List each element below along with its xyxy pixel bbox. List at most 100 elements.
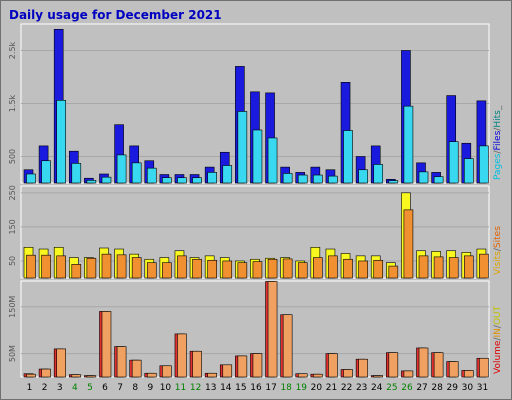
bar-out <box>146 372 157 378</box>
x-tick-label: 26 <box>401 383 413 393</box>
y-tick-label: 1.5k <box>8 94 17 112</box>
x-tick-label: 18 <box>280 383 292 393</box>
legend-entry: Volume <box>493 340 503 374</box>
legend-entry: / <box>493 337 503 341</box>
bar-pages <box>146 167 157 184</box>
bar-out <box>56 348 66 378</box>
bar-pages <box>448 141 459 184</box>
bar-pages <box>297 174 308 184</box>
y-tick-label: 150M <box>8 296 17 318</box>
x-tick-label: 22 <box>341 383 352 393</box>
bar-out <box>207 372 217 378</box>
bar-sites <box>26 254 36 279</box>
y-tick-label: 2.5k <box>8 41 17 59</box>
bar-out <box>403 370 414 378</box>
bar-pages <box>403 105 414 184</box>
bar-out <box>313 373 323 378</box>
bar-sites <box>464 255 474 279</box>
bar-out <box>71 374 82 378</box>
legend-entry: Visits <box>493 251 503 275</box>
x-tick-label: 3 <box>57 383 63 393</box>
x-tick-label: 24 <box>371 383 383 393</box>
y-tick-label: 50 <box>8 256 17 266</box>
x-tick-label: 21 <box>326 383 337 393</box>
bar-out <box>358 358 368 378</box>
bar-sites <box>479 253 489 279</box>
legend-entry: Files <box>493 130 503 150</box>
bar-sites <box>373 259 384 279</box>
y-tick-label: 150 <box>8 219 17 234</box>
bar-sites <box>252 261 263 279</box>
bar-out <box>86 375 97 378</box>
bar-out <box>479 357 489 378</box>
x-tick-label: 25 <box>386 383 397 393</box>
bar-pages <box>418 171 429 184</box>
bar-out <box>297 373 308 378</box>
bar-sites <box>418 255 429 279</box>
y-tick-label: 50M <box>8 345 17 362</box>
bar-pages <box>131 162 142 184</box>
legend-entry: Sites <box>493 226 503 248</box>
bar-out <box>328 353 338 378</box>
bar-sites <box>388 265 399 279</box>
legend-entry: OUT <box>493 305 503 325</box>
bar-out <box>373 375 384 378</box>
bar-sites <box>222 260 233 279</box>
bar-pages <box>343 130 353 184</box>
legend-entry: IN <box>493 328 503 337</box>
legend-entry: Pages <box>493 153 503 180</box>
bar-out <box>41 368 51 378</box>
legend-entry: / <box>493 324 503 328</box>
x-tick-label: 29 <box>447 383 459 393</box>
bar-sites <box>192 258 202 279</box>
bar-pages <box>313 174 323 184</box>
bar-pages <box>267 137 278 184</box>
bar-out <box>343 369 353 378</box>
x-tick-label: 2 <box>42 383 48 393</box>
bar-sites <box>267 258 278 279</box>
legend-visits-sites: Visits/Sites <box>493 226 503 275</box>
bar-sites <box>86 257 97 279</box>
legend-entry: / <box>493 247 503 251</box>
bar-sites <box>56 255 66 279</box>
x-tick-label: 10 <box>160 383 172 393</box>
bar-out <box>282 314 293 378</box>
x-tick-label: 31 <box>477 383 488 393</box>
bar-pages <box>464 158 474 184</box>
x-tick-label: 13 <box>205 383 216 393</box>
bar-pages <box>358 169 368 184</box>
bar-sites <box>403 209 414 279</box>
bar-pages <box>56 100 66 184</box>
bar-sites <box>358 260 368 279</box>
bar-sites <box>131 257 142 279</box>
bar-sites <box>448 257 459 279</box>
x-tick-label: 28 <box>431 383 443 393</box>
chart-title: Daily usage for December 2021 <box>9 8 222 22</box>
bar-sites <box>71 264 82 279</box>
x-tick-label: 23 <box>356 383 367 393</box>
y-tick-label: 250 <box>8 185 17 200</box>
bar-pages <box>162 177 172 184</box>
bar-out <box>131 359 142 378</box>
bar-pages <box>328 175 338 184</box>
x-tick-label: 8 <box>132 383 138 393</box>
bar-sites <box>237 262 248 279</box>
x-tick-label: 15 <box>235 383 246 393</box>
bar-sites <box>433 256 444 279</box>
legend-entry: / <box>493 150 503 154</box>
bar-pages <box>26 173 36 184</box>
x-tick-label: 11 <box>175 383 186 393</box>
bar-out <box>177 333 187 378</box>
bar-pages <box>252 129 263 184</box>
x-tick-label: 16 <box>250 383 262 393</box>
bar-sites <box>343 258 353 279</box>
x-tick-label: 19 <box>296 383 308 393</box>
bar-pages <box>101 176 112 184</box>
bar-out <box>252 353 263 378</box>
bar-sites <box>313 257 323 279</box>
bar-pages <box>388 180 399 184</box>
bar-pages <box>222 165 233 184</box>
legend-entry: / <box>493 127 503 131</box>
legend-pages-files-hits: Pages/Files/Hits_ <box>493 105 503 180</box>
legend-entry: _ <box>493 105 503 111</box>
